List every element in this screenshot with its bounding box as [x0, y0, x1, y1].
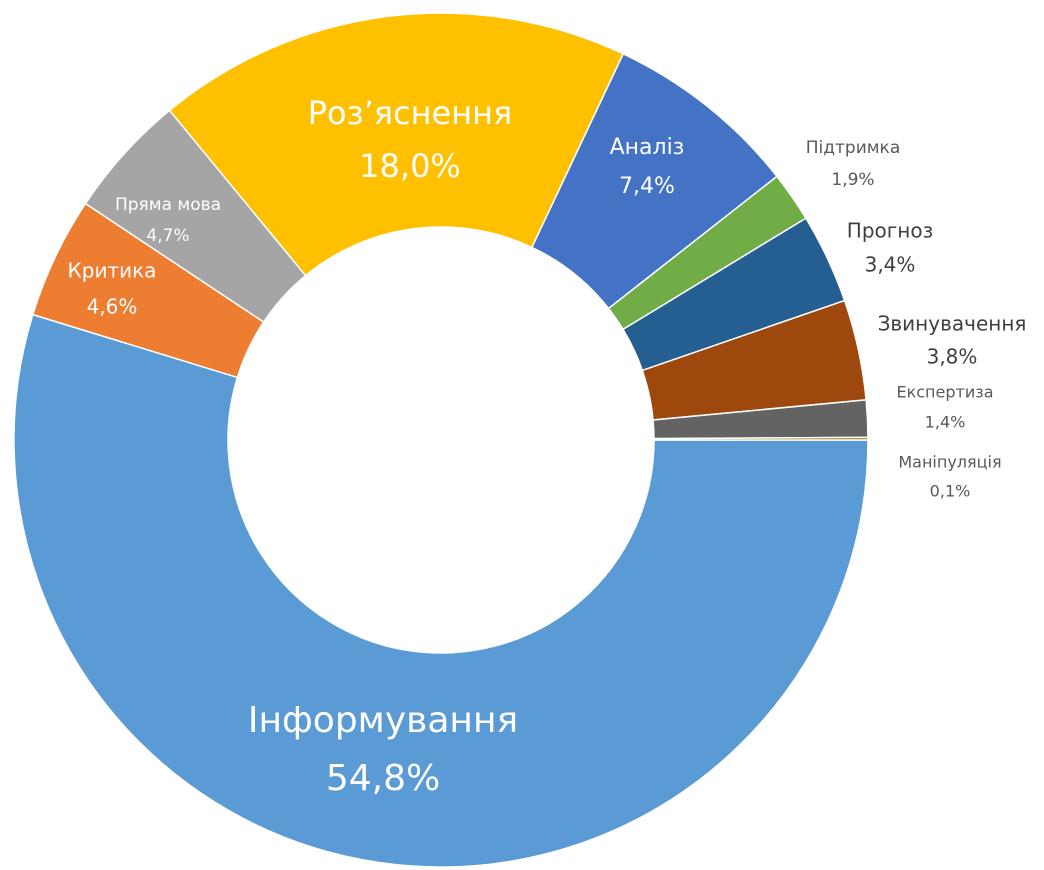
segment-name: Звинувачення: [878, 312, 1027, 336]
segment-name: Аналіз: [610, 135, 685, 160]
segment-value: 3,8%: [927, 345, 978, 369]
segment-name: Експертиза: [896, 383, 993, 402]
segment-name: Прогноз: [847, 219, 933, 243]
segment-name: Підтримка: [806, 138, 901, 158]
donut-segment: [653, 436, 869, 441]
segment-value: 3,4%: [865, 253, 916, 277]
segment-value: 1,9%: [831, 170, 874, 190]
segment-name: Маніпуляція: [898, 453, 1001, 472]
segment-value: 4,6%: [87, 295, 138, 319]
segment-value: 4,7%: [146, 226, 189, 246]
segment-value: 1,4%: [925, 413, 966, 432]
segment-value: 54,8%: [326, 758, 440, 799]
segment-value: 18,0%: [359, 147, 461, 185]
donut-segment: [13, 313, 869, 868]
segment-value: 0,1%: [930, 482, 971, 501]
donut-segment: [168, 12, 625, 277]
segment-name: Пряма мова: [115, 195, 221, 215]
segment-name: Роз’яснення: [308, 94, 513, 132]
segment-value: 7,4%: [619, 174, 675, 199]
segment-name: Критика: [68, 259, 157, 283]
segment-name: Інформування: [248, 700, 518, 741]
